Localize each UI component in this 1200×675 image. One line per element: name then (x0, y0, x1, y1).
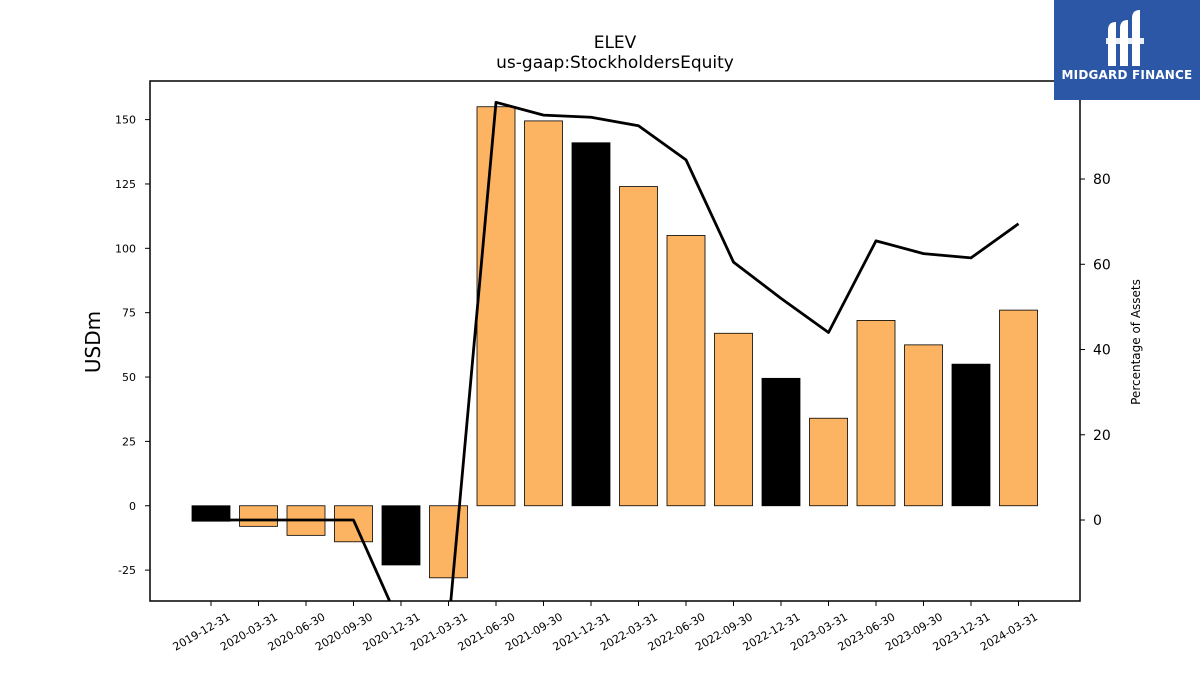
y-tick-label: 25 (122, 435, 136, 448)
bar-2021-09-30 (524, 120, 563, 507)
bar-2024-03-31 (999, 309, 1038, 507)
brand-logo: MIDGARD FINANCE (1054, 0, 1200, 100)
logo-text: MIDGARD FINANCE (1061, 68, 1193, 82)
y2-tick-label: 20 (1093, 428, 1111, 444)
y2-tick-label: 0 (1093, 513, 1102, 529)
y-tick-label: -25 (118, 564, 136, 577)
y-tick-label: 75 (122, 307, 136, 320)
y-tick-label: 100 (115, 242, 136, 255)
bars-layer (191, 106, 1038, 579)
y2-tick-label: 80 (1093, 172, 1111, 188)
y-tick-label: 50 (122, 371, 136, 384)
chart-title: ELEV (594, 33, 637, 53)
y-tick-label: 150 (115, 114, 136, 127)
bar-2022-12-31 (761, 377, 801, 507)
bar-2022-09-30 (714, 332, 753, 507)
y-tick-label: 0 (129, 500, 136, 513)
line-layer (195, 100, 1020, 601)
bar-2020-03-31 (239, 505, 278, 527)
bar-2020-12-31 (381, 505, 421, 566)
y-tick-label: 125 (115, 178, 136, 191)
bar-2022-06-30 (666, 235, 706, 507)
bar-2023-06-30 (856, 320, 896, 507)
bar-2023-09-30 (904, 344, 943, 507)
line-series (195, 100, 1020, 601)
bar-2022-03-31 (619, 186, 658, 507)
bar-2021-03-31 (429, 505, 468, 579)
chart-subtitle: us-gaap:StockholdersEquity (496, 53, 734, 73)
y2-tick-label: 60 (1093, 257, 1111, 273)
bar-2021-06-30 (476, 106, 516, 507)
bar-2020-09-30 (334, 505, 373, 543)
y-axis-label: USDm (81, 311, 105, 373)
bar-2021-12-31 (571, 142, 611, 507)
midgard-logo-icon (1106, 10, 1144, 66)
plot-frame (149, 80, 1081, 602)
y2-tick-label: 40 (1093, 343, 1111, 359)
y2-axis-label: Percentage of Assets (1129, 279, 1143, 405)
bar-2023-03-31 (809, 417, 848, 507)
bar-2023-12-31 (951, 363, 991, 507)
